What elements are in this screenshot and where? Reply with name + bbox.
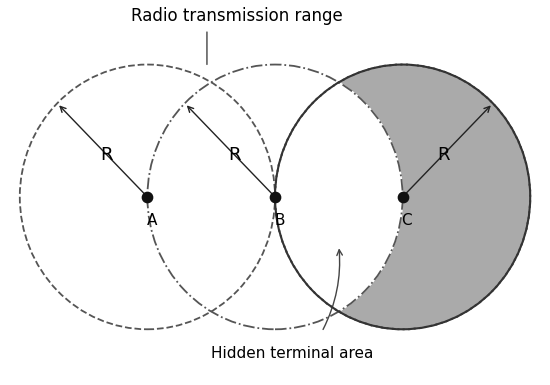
Text: C: C	[402, 213, 412, 228]
Point	[271, 194, 279, 200]
Text: B: B	[274, 213, 284, 228]
Point	[143, 194, 152, 200]
Text: Radio transmission range: Radio transmission range	[131, 7, 343, 25]
Text: Hidden terminal area: Hidden terminal area	[211, 346, 373, 362]
Point	[398, 194, 407, 200]
Text: A: A	[146, 213, 157, 228]
Text: R: R	[228, 146, 240, 164]
Polygon shape	[275, 82, 403, 311]
Text: R: R	[100, 146, 113, 164]
Polygon shape	[275, 65, 530, 329]
Text: R: R	[437, 146, 450, 164]
